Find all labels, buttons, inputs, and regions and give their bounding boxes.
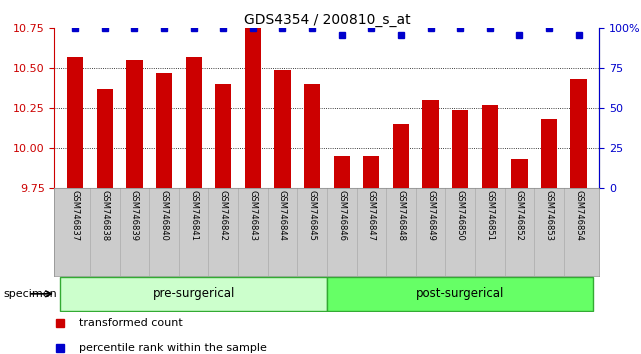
Text: GSM746840: GSM746840	[160, 190, 169, 241]
Text: GSM746839: GSM746839	[130, 190, 139, 241]
Text: GSM746837: GSM746837	[71, 190, 79, 241]
Bar	[304, 84, 320, 188]
Bar	[215, 84, 231, 188]
Text: GSM746845: GSM746845	[308, 190, 317, 241]
Text: GSM746853: GSM746853	[544, 190, 553, 241]
Bar	[333, 156, 350, 188]
Text: GSM746844: GSM746844	[278, 190, 287, 241]
Bar	[452, 110, 469, 188]
Bar	[185, 57, 202, 188]
Text: GSM746842: GSM746842	[219, 190, 228, 241]
Bar	[156, 73, 172, 188]
Bar	[67, 57, 83, 188]
Bar	[274, 70, 290, 188]
Text: GSM746841: GSM746841	[189, 190, 198, 241]
Bar	[327, 277, 594, 311]
Text: pre-surgerical: pre-surgerical	[153, 287, 235, 300]
Bar	[126, 60, 142, 188]
Text: GSM746850: GSM746850	[456, 190, 465, 241]
Bar	[97, 89, 113, 188]
Title: GDS4354 / 200810_s_at: GDS4354 / 200810_s_at	[244, 13, 410, 27]
Bar	[570, 79, 587, 188]
Text: specimen: specimen	[3, 289, 57, 299]
Text: GSM746846: GSM746846	[337, 190, 346, 241]
Text: GSM746843: GSM746843	[248, 190, 258, 241]
Bar	[422, 100, 438, 188]
Bar	[60, 277, 327, 311]
Text: GSM746848: GSM746848	[396, 190, 406, 241]
Bar	[541, 119, 557, 188]
Bar	[245, 28, 261, 188]
Text: GSM746852: GSM746852	[515, 190, 524, 241]
Text: GSM746851: GSM746851	[485, 190, 494, 241]
Bar	[512, 159, 528, 188]
Bar	[481, 105, 498, 188]
Text: post-surgerical: post-surgerical	[416, 287, 504, 300]
Bar	[393, 124, 409, 188]
Text: GSM746854: GSM746854	[574, 190, 583, 241]
Text: GSM746847: GSM746847	[367, 190, 376, 241]
Text: percentile rank within the sample: percentile rank within the sample	[79, 343, 267, 353]
Text: GSM746849: GSM746849	[426, 190, 435, 241]
Bar	[363, 156, 379, 188]
Text: transformed count: transformed count	[79, 318, 183, 328]
Text: GSM746838: GSM746838	[101, 190, 110, 241]
